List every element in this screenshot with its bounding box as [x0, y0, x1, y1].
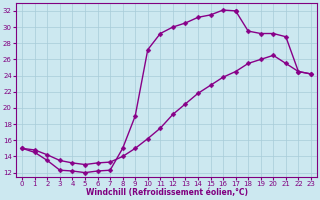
X-axis label: Windchill (Refroidissement éolien,°C): Windchill (Refroidissement éolien,°C) — [85, 188, 248, 197]
